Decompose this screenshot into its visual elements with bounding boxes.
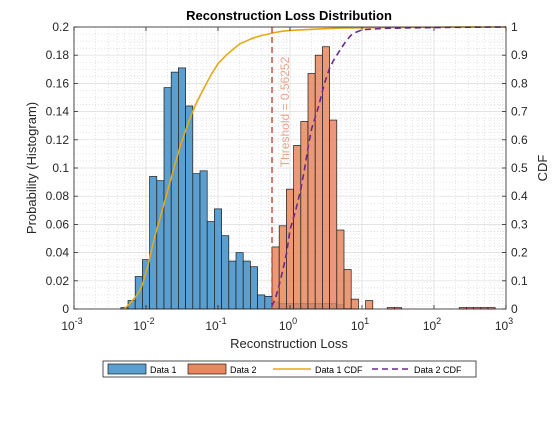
threshold-label: Threshold = 0.56252 (278, 56, 292, 167)
legend-label-3: Data 1 CDF (315, 365, 363, 375)
x-tick-label: 102 (423, 316, 441, 333)
y2-axis-label: CDF (535, 155, 550, 182)
y2-tick-label: 0.2 (511, 246, 528, 260)
y2-tick-label: 0.5 (511, 161, 528, 175)
data-1-bar (178, 67, 186, 310)
data-2-bar (350, 298, 359, 310)
y-tick-label: 0.02 (46, 274, 70, 288)
data-2-bar (343, 269, 352, 310)
x-tick-label: 101 (351, 316, 369, 333)
x-tick-label: 10-1 (205, 316, 226, 333)
data-1-bar (264, 295, 273, 310)
y2-tick-label: 0.8 (511, 76, 528, 90)
legend: Data 1 Data 2 Data 1 CDF Data 2 CDF (102, 360, 477, 378)
data-1-bar (206, 221, 215, 310)
cdf-lines (123, 26, 507, 310)
y-tick-label: 0.18 (46, 48, 70, 62)
data-2-bar (293, 145, 302, 310)
y-tick-label: 0.16 (46, 76, 70, 90)
legend-swatch-1 (107, 363, 147, 375)
data-1-bar (250, 266, 258, 310)
data-1-bar (242, 260, 251, 310)
y2-tick-label: 0.3 (511, 217, 528, 231)
threshold-line: Threshold = 0.56252 (271, 27, 292, 309)
y2-tick-label: 1 (511, 20, 518, 34)
y2-tick-label: 0.4 (511, 189, 528, 203)
data-1-bar (170, 71, 179, 310)
data-2-bar (336, 229, 345, 310)
y-tick-label: 0.08 (46, 189, 70, 203)
y2-tick-label: 0.7 (511, 105, 528, 119)
x-axis-label: Reconstruction Loss (230, 336, 348, 351)
legend-label-2: Data 2 (230, 365, 257, 375)
data-2-bar (271, 246, 280, 310)
data-2-bar (314, 54, 323, 310)
y-tick-label: 0 (62, 302, 69, 316)
y2-tick-label: 0 (511, 302, 518, 316)
y2-tick-label: 0.6 (511, 133, 528, 147)
data-2-bar (329, 119, 338, 310)
data-2-bar (307, 73, 316, 310)
y-tick-label: 0.12 (46, 133, 70, 147)
data-1-bar (228, 260, 237, 310)
data-2-bar (365, 300, 374, 310)
y-tick-label: 0.06 (46, 217, 70, 231)
x-tick-label: 103 (495, 316, 513, 333)
data-1-bar (257, 294, 266, 310)
y2-tick-label: 0.1 (511, 274, 528, 288)
data-1-bar (156, 180, 165, 310)
y-tick-label: 0.2 (52, 20, 69, 34)
x-tick-label: 100 (279, 316, 297, 333)
y-axis-label: Probability (Histogram) (24, 102, 39, 234)
legend-label-4: Data 2 CDF (414, 365, 462, 375)
data-1-bar (142, 259, 150, 310)
axes: 10-3 10-2 10-1 100 101 102 10300.020.040.060.0… (46, 20, 528, 333)
data-1-bar (199, 170, 208, 310)
data-2-bar (286, 188, 294, 310)
data-1-bar (214, 208, 222, 310)
x-tick-label: 10-3 (61, 316, 82, 333)
data-1-bar (192, 173, 201, 310)
data-1-bar (221, 235, 230, 310)
y-tick-label: 0.14 (46, 105, 70, 119)
y-tick-label: 0.04 (46, 246, 70, 260)
legend-swatch-2 (187, 363, 227, 375)
y2-tick-label: 0.9 (511, 48, 528, 62)
legend-label-1: Data 1 (150, 365, 177, 375)
x-tick-label: 10-2 (133, 316, 154, 333)
data-1-cdf-line (123, 26, 506, 310)
y-tick-label: 0.1 (52, 161, 69, 175)
data-1-bar (235, 252, 244, 310)
data-2-bar (322, 46, 330, 310)
data-1-bar (185, 105, 194, 310)
chart-title: Reconstruction Loss Distribution (186, 8, 392, 23)
